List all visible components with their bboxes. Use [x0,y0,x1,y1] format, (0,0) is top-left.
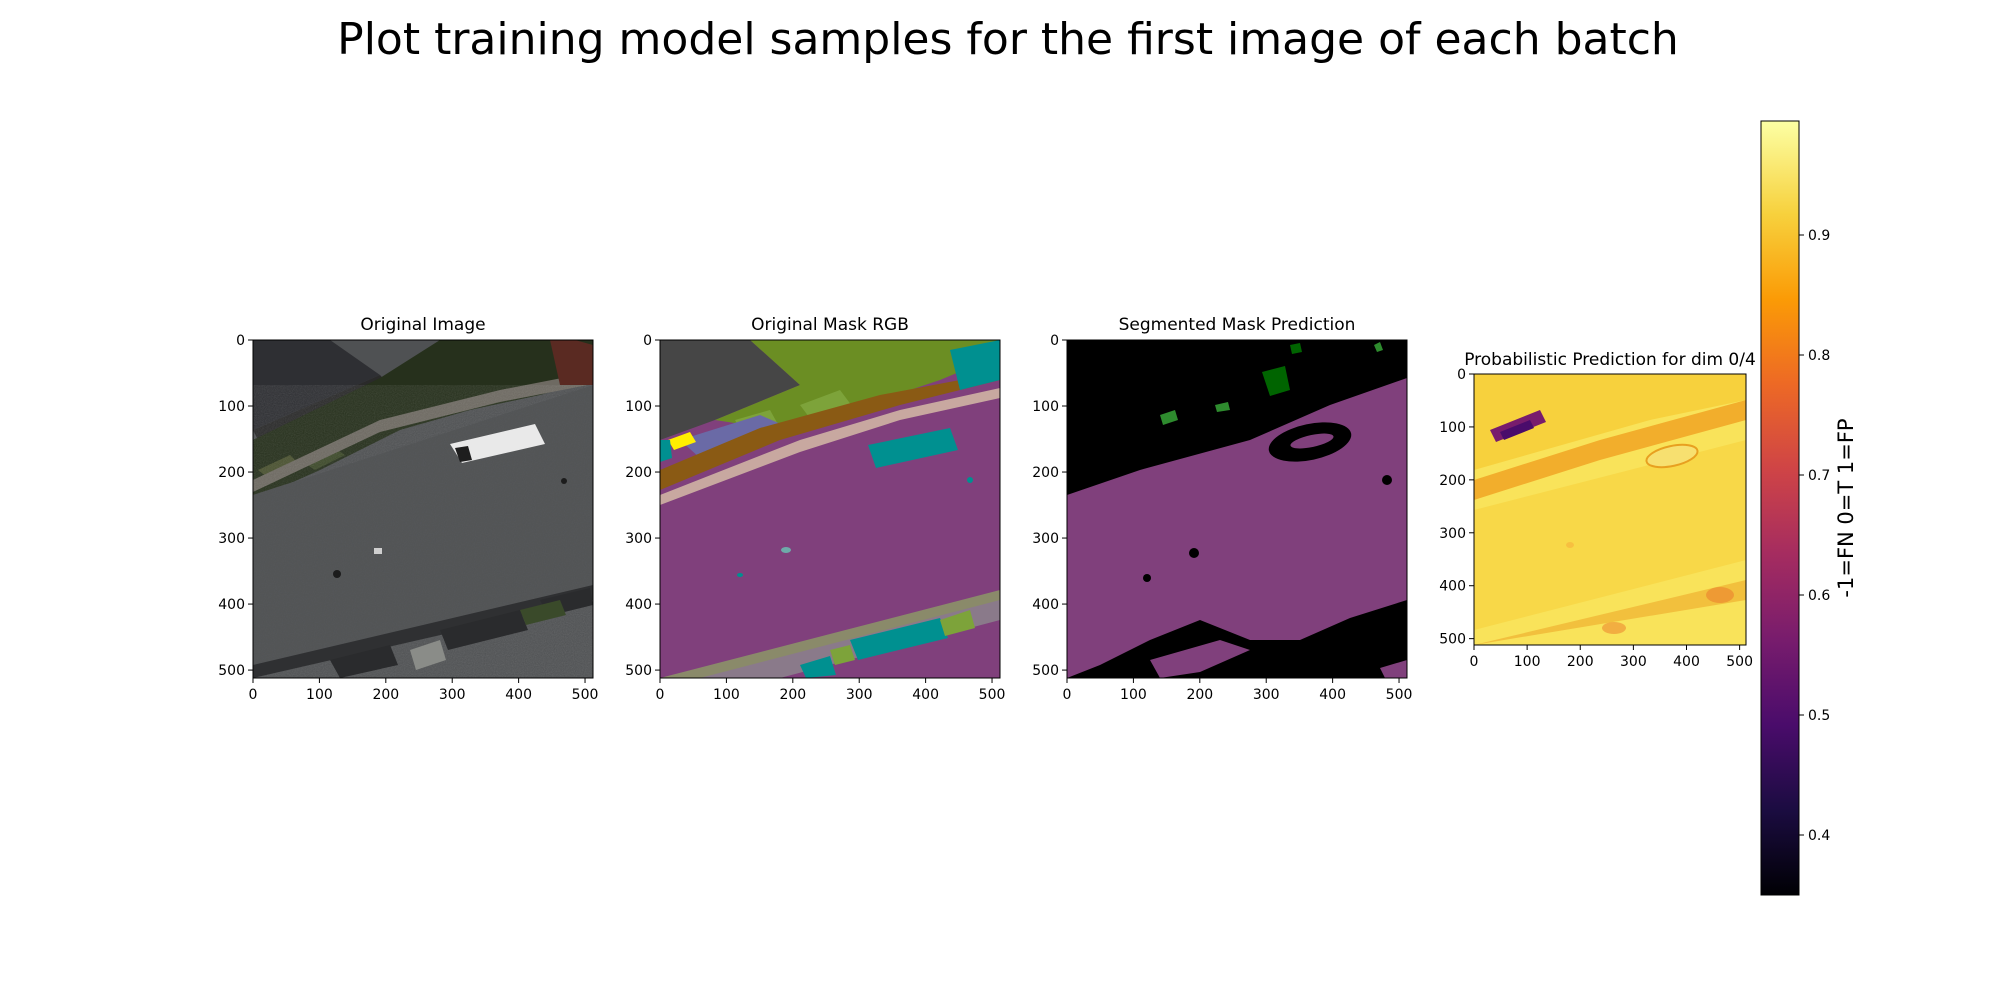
x-tick-label: 0 [1470,654,1479,670]
y-tick-label: 100 [625,399,652,415]
y-tick-label: 400 [625,597,652,613]
panel-segmented-prediction: Segmented Mask Prediction 0 100 200 300 400 5… [1032,315,1412,703]
y-tick-label: 500 [1032,663,1059,679]
x-tick-label: 100 [306,687,333,703]
x-tick-label: 0 [1063,687,1072,703]
mask-rgb-image [660,340,1000,678]
figure-title: Plot training model samples for the firs… [337,14,1679,65]
x-tick-label: 100 [1514,654,1541,670]
y-tick-label: 500 [1439,632,1466,648]
y-tick-label: 300 [1439,526,1466,542]
y-tick-label: 200 [1439,473,1466,489]
panel-original-mask: Original Mask RGB [625,315,1005,703]
colorbar-tick-label: 0.5 [1808,708,1830,724]
x-tick-label: 300 [439,687,466,703]
x-tick-label: 200 [779,687,806,703]
panel-title: Original Image [360,315,485,335]
y-tick-label: 500 [218,663,245,679]
y-tick-label: 0 [236,333,245,349]
colorbar-ticks: 0.4 0.5 0.6 0.7 0.8 0.9 [1799,228,1830,844]
x-tick-label: 300 [1253,687,1280,703]
panel-title: Segmented Mask Prediction [1119,315,1356,335]
y-tick-label: 200 [625,465,652,481]
x-tick-label: 200 [372,687,399,703]
y-tick-label: 400 [1032,597,1059,613]
y-tick-label: 0 [1050,333,1059,349]
y-tick-label: 400 [218,597,245,613]
x-tick-label: 400 [912,687,939,703]
panel-probabilistic-prediction: Probabilistic Prediction for dim 0/4 0 10… [1439,350,1756,670]
panel-title: Probabilistic Prediction for dim 0/4 [1464,350,1756,370]
x-tick-label: 300 [1620,654,1647,670]
colorbar: 0.4 0.5 0.6 0.7 0.8 0.9 -1=FN 0=T 1=FP [1760,120,1858,896]
x-tick-label: 100 [713,687,740,703]
x-tick-label: 500 [979,687,1006,703]
colorbar-tick-label: 0.4 [1808,828,1830,844]
y-tick-label: 500 [625,663,652,679]
panel-title: Original Mask RGB [751,315,909,335]
y-tick-label: 100 [218,399,245,415]
x-tick-label: 500 [572,687,599,703]
x-tick-label: 400 [505,687,532,703]
x-tick-label: 100 [1120,687,1147,703]
y-tick-label: 100 [1032,399,1059,415]
colorbar-tick-label: 0.8 [1808,348,1830,364]
prediction-mask-image [1067,340,1407,678]
x-tick-label: 500 [1726,654,1753,670]
colorbar-label: -1=FN 0=T 1=FP [1834,418,1858,597]
panel-original-image: Original Image [218,315,598,703]
x-tick-label: 500 [1386,687,1413,703]
y-tick-label: 0 [1457,367,1466,383]
x-tick-label: 0 [249,687,258,703]
y-tick-label: 200 [218,465,245,481]
y-tick-label: 300 [1032,531,1059,547]
colorbar-tick-label: 0.7 [1808,468,1830,484]
x-tick-label: 300 [846,687,873,703]
y-tick-label: 100 [1439,420,1466,436]
x-tick-label: 200 [1567,654,1594,670]
colorbar-gradient [1761,121,1799,895]
x-tick-label: 200 [1186,687,1213,703]
x-tick-label: 400 [1319,687,1346,703]
y-tick-label: 300 [218,531,245,547]
probability-heatmap [1474,374,1746,645]
y-tick-label: 400 [1439,579,1466,595]
aerial-photo [253,340,593,678]
x-tick-label: 400 [1673,654,1700,670]
colorbar-tick-label: 0.6 [1808,588,1830,604]
y-tick-label: 200 [1032,465,1059,481]
colorbar-tick-label: 0.9 [1808,228,1830,244]
y-tick-label: 0 [643,333,652,349]
x-tick-label: 0 [656,687,665,703]
y-tick-label: 300 [625,531,652,547]
